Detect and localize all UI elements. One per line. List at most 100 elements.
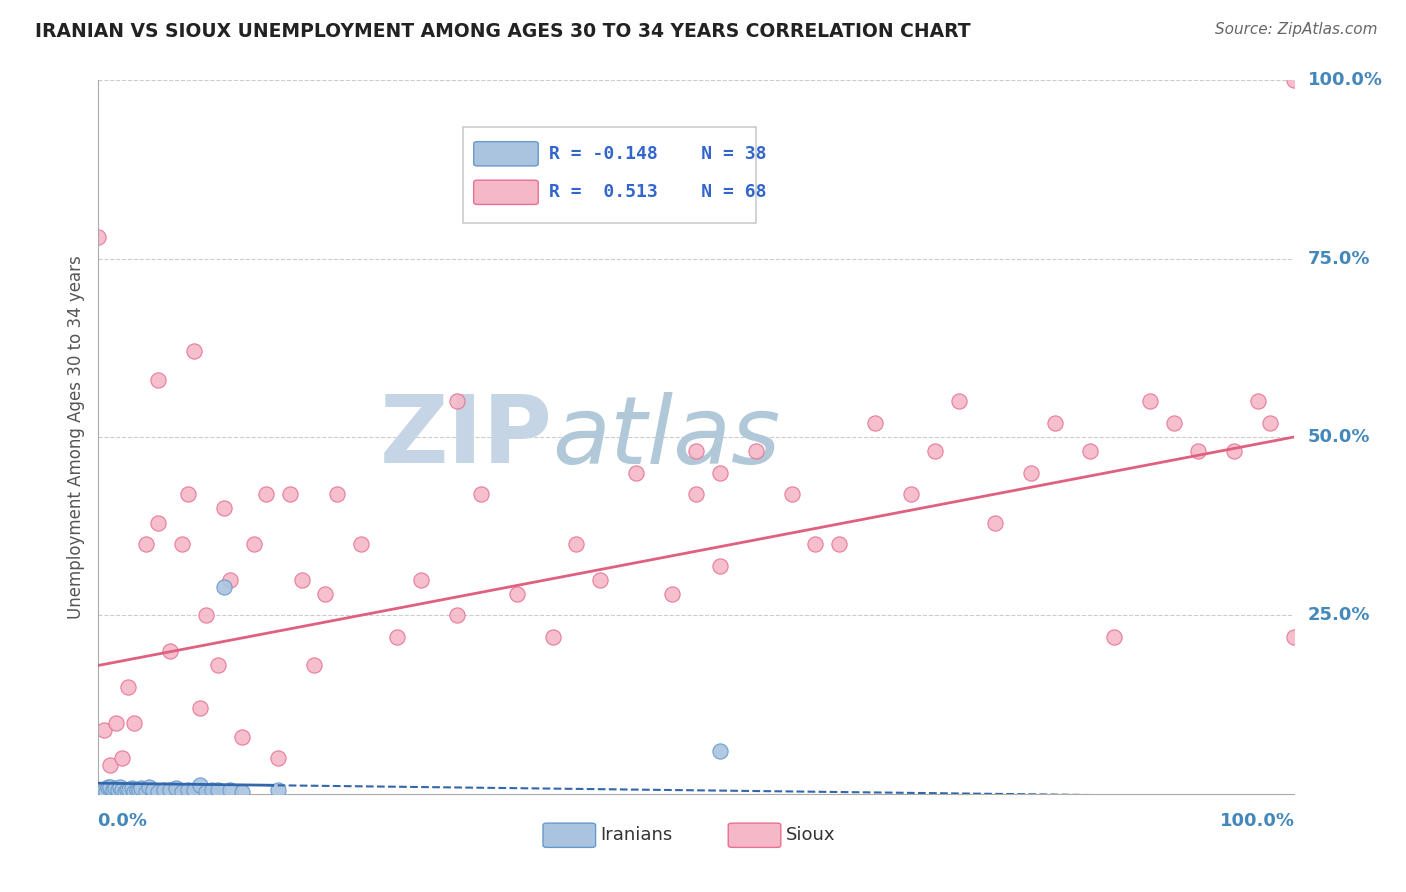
Point <box>709 558 731 573</box>
Point <box>302 658 325 673</box>
Point <box>108 780 131 794</box>
Point <box>104 781 127 796</box>
Point <box>231 730 253 744</box>
Point <box>385 630 409 644</box>
Point <box>101 783 124 797</box>
Point <box>107 783 129 797</box>
Point <box>183 344 205 359</box>
Point <box>97 780 120 794</box>
Point <box>1282 630 1305 644</box>
Point <box>87 230 110 244</box>
Point <box>315 587 337 601</box>
Point <box>98 758 122 772</box>
Point <box>1104 630 1126 644</box>
Text: 75.0%: 75.0% <box>1308 250 1371 268</box>
Point <box>131 781 153 796</box>
Text: 25.0%: 25.0% <box>1308 607 1371 624</box>
Point <box>201 783 224 797</box>
Point <box>98 780 122 794</box>
Point <box>900 487 922 501</box>
Point <box>177 783 200 797</box>
Point <box>267 783 290 797</box>
Point <box>94 785 117 799</box>
Point <box>446 608 468 623</box>
Point <box>243 537 266 551</box>
Point <box>231 785 253 799</box>
Point <box>159 783 181 797</box>
Point <box>1043 416 1066 430</box>
Point <box>138 780 160 794</box>
Point <box>1223 444 1246 458</box>
Point <box>91 785 114 799</box>
FancyBboxPatch shape <box>474 142 538 166</box>
Text: 100.0%: 100.0% <box>1308 71 1384 89</box>
Point <box>87 787 110 801</box>
Point <box>278 487 301 501</box>
Point <box>1282 73 1305 87</box>
Point <box>125 783 148 797</box>
Point <box>90 783 112 797</box>
Point <box>254 487 277 501</box>
Point <box>267 751 290 765</box>
Point <box>195 785 218 799</box>
Point <box>148 785 170 799</box>
Point <box>565 537 588 551</box>
FancyBboxPatch shape <box>463 127 756 223</box>
Text: IRANIAN VS SIOUX UNEMPLOYMENT AMONG AGES 30 TO 34 YEARS CORRELATION CHART: IRANIAN VS SIOUX UNEMPLOYMENT AMONG AGES… <box>35 22 970 41</box>
Point <box>105 715 128 730</box>
Point <box>135 785 157 799</box>
Point <box>948 394 970 409</box>
Point <box>188 778 211 792</box>
Point <box>446 394 468 409</box>
Point <box>128 783 150 797</box>
Point <box>153 783 176 797</box>
Point <box>111 751 134 765</box>
Text: 0.0%: 0.0% <box>97 812 148 830</box>
Point <box>207 783 229 797</box>
Point <box>188 701 211 715</box>
Point <box>685 444 707 458</box>
Point <box>326 487 349 501</box>
Point <box>118 783 141 797</box>
Point <box>159 644 181 658</box>
FancyBboxPatch shape <box>543 823 596 847</box>
Point <box>1187 444 1209 458</box>
Point <box>350 537 373 551</box>
Point <box>87 783 110 797</box>
Point <box>212 580 235 594</box>
Text: Source: ZipAtlas.com: Source: ZipAtlas.com <box>1215 22 1378 37</box>
Point <box>153 787 176 801</box>
Point <box>148 516 170 530</box>
Point <box>219 573 242 587</box>
Text: Iranians: Iranians <box>600 826 672 844</box>
Point <box>589 573 612 587</box>
Point <box>470 487 492 501</box>
Text: R = -0.148    N = 38: R = -0.148 N = 38 <box>548 145 766 162</box>
Point <box>626 466 648 480</box>
Y-axis label: Unemployment Among Ages 30 to 34 years: Unemployment Among Ages 30 to 34 years <box>66 255 84 619</box>
Point <box>183 787 205 801</box>
Text: 50.0%: 50.0% <box>1308 428 1371 446</box>
Point <box>291 573 314 587</box>
Point <box>541 630 564 644</box>
Point <box>93 723 115 737</box>
Point <box>1247 394 1270 409</box>
Point <box>172 785 194 799</box>
Point <box>115 783 138 797</box>
Point <box>219 783 242 797</box>
Point <box>183 783 205 797</box>
Point <box>1139 394 1161 409</box>
Point <box>121 781 143 796</box>
Point <box>1019 466 1042 480</box>
Point <box>195 608 218 623</box>
Point <box>135 537 157 551</box>
Text: 100.0%: 100.0% <box>1220 812 1295 830</box>
Point <box>506 587 529 601</box>
Point <box>212 501 235 516</box>
Point <box>411 573 433 587</box>
Point <box>165 781 187 796</box>
Text: Sioux: Sioux <box>786 826 835 844</box>
Point <box>172 537 194 551</box>
Point <box>685 487 707 501</box>
Point <box>984 516 1007 530</box>
